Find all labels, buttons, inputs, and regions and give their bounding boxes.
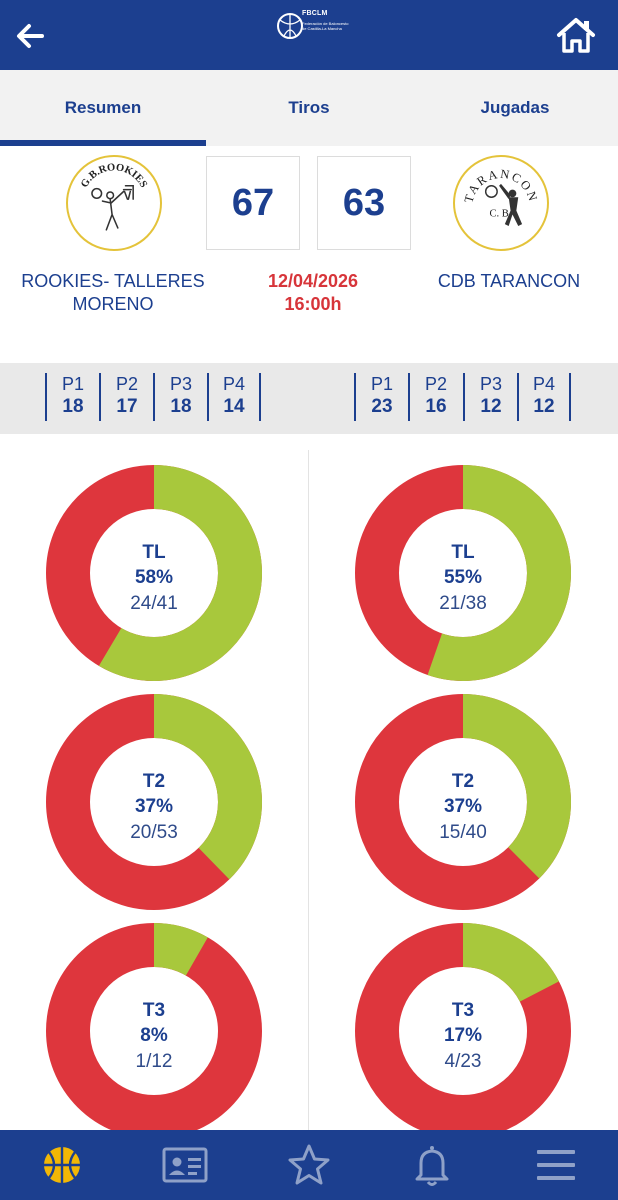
nav-favorites-button[interactable] bbox=[286, 1142, 332, 1188]
donut-made-attempted: 20/53 bbox=[130, 822, 178, 843]
donut-title: T3 bbox=[142, 1000, 166, 1021]
menu-icon bbox=[537, 1150, 575, 1180]
away-team-logo: TARANCON C. B. bbox=[453, 155, 549, 251]
bell-icon bbox=[415, 1146, 449, 1186]
donut-title: TL bbox=[451, 542, 475, 563]
home-icon bbox=[557, 18, 595, 53]
away-team-name: CDB TARANCON bbox=[437, 271, 581, 291]
period-points: 18 bbox=[170, 396, 192, 417]
back-button[interactable] bbox=[12, 18, 48, 54]
period-points: 12 bbox=[480, 396, 502, 417]
donut-title: TL bbox=[142, 542, 166, 563]
federation-subtitle: Federación de Baloncesto de Castilla-La … bbox=[302, 21, 349, 31]
nav-menu-button[interactable] bbox=[533, 1142, 579, 1188]
donut-made-attempted: 24/41 bbox=[130, 593, 178, 614]
active-tab-indicator bbox=[0, 140, 206, 146]
column-divider bbox=[308, 450, 309, 1130]
donut-made-attempted: 4/23 bbox=[444, 1051, 482, 1072]
top-app-bar: FBCLM Federación de Baloncesto de Castil… bbox=[0, 0, 618, 70]
donut-made-attempted: 1/12 bbox=[135, 1051, 173, 1072]
period-scores: P1 18 P2 17 P3 18 P4 14 P1 23 P2 16 P3 1… bbox=[0, 363, 618, 434]
home-team-logo: G.B.ROOKIES bbox=[66, 155, 162, 251]
away-free-throw-donut: TL 55% 21/38 bbox=[355, 465, 571, 681]
period-points: 12 bbox=[533, 396, 555, 417]
away-period-2: P2 16 bbox=[408, 373, 462, 421]
away-two-point-donut: T2 37% 15/40 bbox=[355, 694, 571, 910]
period-label: P2 bbox=[115, 374, 139, 394]
away-period-1: P1 23 bbox=[354, 373, 408, 421]
made-shots-arc bbox=[355, 694, 571, 910]
home-logo-text: G.B.ROOKIES bbox=[79, 162, 149, 190]
federation-brand: FBCLM bbox=[302, 10, 328, 17]
federation-logo: FBCLM Federación de Baloncesto de Castil… bbox=[276, 6, 348, 54]
nav-notifications-button[interactable] bbox=[409, 1142, 455, 1188]
home-period-2: P2 17 bbox=[99, 373, 153, 421]
made-shots-arc bbox=[355, 923, 571, 1139]
bottom-navigation bbox=[0, 1130, 618, 1200]
home-score: 67 bbox=[206, 156, 300, 250]
home-period-1: P1 18 bbox=[45, 373, 99, 421]
donut-made-attempted: 21/38 bbox=[439, 593, 487, 614]
made-shots-arc bbox=[355, 465, 571, 681]
donut-title: T3 bbox=[451, 1000, 475, 1021]
star-icon bbox=[288, 1144, 330, 1185]
made-shots-arc bbox=[46, 694, 262, 910]
donut-percentage: 55% bbox=[443, 567, 483, 588]
made-shots-arc bbox=[46, 465, 262, 681]
donut-title: T2 bbox=[142, 771, 166, 792]
made-shots-arc bbox=[46, 923, 262, 1139]
tab-resumen[interactable]: Resumen bbox=[64, 98, 142, 117]
period-points: 18 bbox=[62, 396, 84, 417]
nav-games-button[interactable] bbox=[39, 1142, 85, 1188]
tab-tiros[interactable]: Tiros bbox=[288, 98, 330, 117]
match-datetime: 12/04/2026 16:00h bbox=[226, 270, 400, 316]
period-label: P3 bbox=[169, 374, 193, 394]
period-label: P4 bbox=[532, 374, 556, 394]
period-label: P2 bbox=[424, 374, 448, 394]
basketball-icon bbox=[44, 1147, 80, 1183]
donut-percentage: 37% bbox=[134, 796, 174, 817]
home-team-name: ROOKIES- TALLERES MORENO bbox=[21, 271, 205, 314]
period-label: P4 bbox=[222, 374, 246, 394]
donut-percentage: 37% bbox=[443, 796, 483, 817]
home-period-3: P3 18 bbox=[153, 373, 207, 421]
donut-title: T2 bbox=[451, 771, 475, 792]
period-label: P3 bbox=[479, 374, 503, 394]
donut-percentage: 58% bbox=[134, 567, 174, 588]
away-three-point-donut: T3 17% 4/23 bbox=[355, 923, 571, 1139]
away-period-4: P4 12 bbox=[517, 373, 571, 421]
period-points: 17 bbox=[116, 396, 138, 417]
home-free-throw-donut: TL 58% 24/41 bbox=[46, 465, 262, 681]
tab-jugadas[interactable]: Jugadas bbox=[480, 98, 550, 117]
period-label: P1 bbox=[370, 374, 394, 394]
home-button[interactable] bbox=[556, 16, 596, 54]
tab-bar: Resumen Tiros Jugadas bbox=[0, 70, 618, 146]
away-score: 63 bbox=[317, 156, 411, 250]
period-label: P1 bbox=[61, 374, 85, 394]
home-period-4: P4 14 bbox=[207, 373, 261, 421]
period-points: 23 bbox=[371, 396, 393, 417]
donut-percentage: 8% bbox=[140, 1025, 168, 1046]
donut-percentage: 17% bbox=[443, 1025, 483, 1046]
period-points: 16 bbox=[425, 396, 447, 417]
home-three-point-donut: T3 8% 1/12 bbox=[46, 923, 262, 1139]
away-period-3: P3 12 bbox=[463, 373, 517, 421]
match-time: 16:00h bbox=[284, 294, 342, 314]
match-date: 12/04/2026 bbox=[267, 271, 359, 291]
home-two-point-donut: T2 37% 20/53 bbox=[46, 694, 262, 910]
period-points: 14 bbox=[223, 396, 245, 417]
id-card-icon bbox=[162, 1147, 208, 1183]
donut-made-attempted: 15/40 bbox=[439, 822, 487, 843]
away-logo-sub: C. B. bbox=[490, 208, 512, 219]
nav-license-button[interactable] bbox=[162, 1142, 208, 1188]
arrow-left-icon bbox=[17, 24, 44, 48]
